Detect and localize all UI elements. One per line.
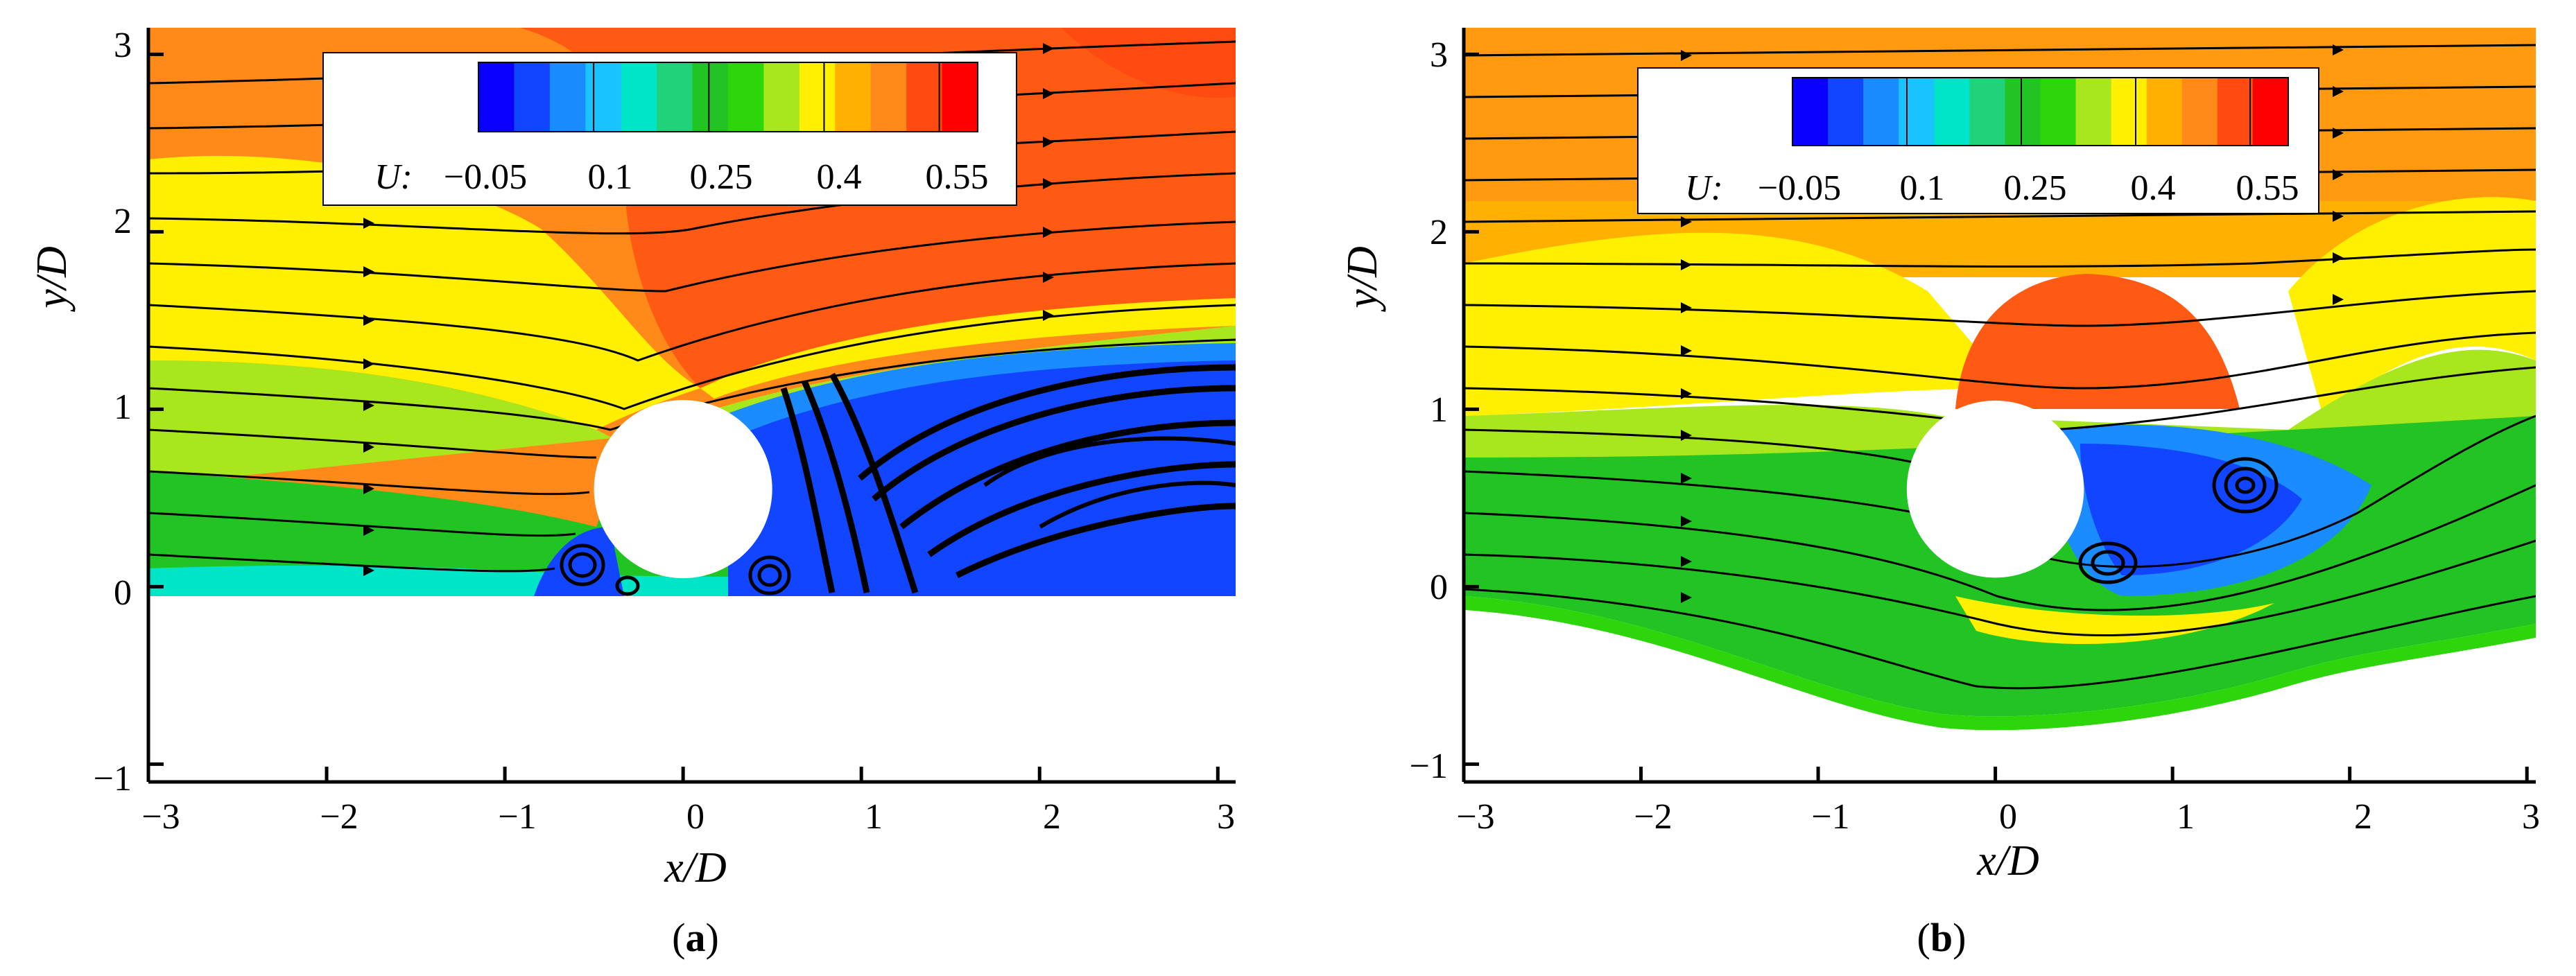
panel-b-colorbar-swatch: [2075, 78, 2112, 146]
panel-b-colorbar-swatch: [2217, 78, 2254, 146]
panel-b-xtick-label: −1: [1811, 797, 1849, 837]
panel-b-xlabel: x/D: [1976, 837, 2039, 885]
panel-a-ytick-label: −1: [94, 759, 132, 799]
panel-b-contour-red-bump: [1955, 274, 2240, 409]
panel-a-ytick-label: 0: [114, 573, 132, 613]
panel-b-colorbar-swatch: [1934, 78, 1970, 146]
panel-b-xtick-label: −3: [1456, 797, 1494, 837]
panel-a-colorbar-tick: −0.05: [444, 157, 527, 197]
panel-a-colorbar-swatch: [799, 62, 836, 132]
panel-b-xtick-label: 3: [2522, 797, 2540, 837]
panel-a-wake-streaks: [780, 364, 1236, 594]
panel-b-colorbar-tick: −0.05: [1758, 168, 1841, 208]
panel-a-contour-yellow-2: [700, 298, 1236, 399]
panel-a-colorbar-swatch: [906, 62, 943, 132]
panel-b-colorbar-swatch: [2146, 78, 2183, 146]
panel-a-colorbar-swatch: [549, 62, 586, 132]
panel-b-colorbar-swatch: [2181, 78, 2218, 146]
panel-a-xtick-label: 3: [1217, 797, 1235, 837]
panel-b-xtick-label: 1: [2177, 797, 2195, 837]
panel-a-colorbar-swatch: [621, 62, 657, 132]
panel-b-colorbar-frame: [1792, 77, 2289, 146]
panel-b-xtick-label: 2: [2354, 797, 2372, 837]
panel-b-cylinder: [1906, 400, 2084, 578]
panel-b-vortices: [2078, 457, 2279, 584]
panel-b-ytick-label: 0: [1430, 568, 1448, 607]
panel-a-ytick-label: 3: [114, 26, 132, 65]
panel-a-contour-yellow: [148, 155, 700, 430]
panel-a-xtick-label: −1: [498, 797, 536, 837]
panel-a-colorbar-swatch: [942, 62, 978, 132]
panel-b-ytick-label: 2: [1430, 213, 1448, 252]
panel-a-colorbar-swatch: [870, 62, 907, 132]
panel-a-colorbar-swatch: [728, 62, 764, 132]
panel-b-colorbar-swatch: [1792, 78, 1829, 146]
panel-b-colorbar-swatch: [2252, 78, 2289, 146]
panel-b-label: (b): [1917, 915, 1966, 960]
panel-b-colorbar-swatches: [1792, 78, 2289, 146]
panel-b-colorbar-swatch: [1969, 78, 2005, 146]
panel-b-colorbar-tick: 0.55: [2236, 168, 2299, 208]
panel-a-ytick-label: 1: [114, 387, 132, 427]
panel-a-colorbar-swatch: [478, 62, 515, 132]
panel-b-colorbar-swatch: [1899, 78, 1935, 146]
panel-a-contour-red: [1061, 28, 1236, 98]
panel-b-ticks: [1462, 52, 2529, 782]
panel-a-ticks: [146, 52, 1220, 782]
panel-b-below-surface: [1464, 610, 2536, 782]
panel-b-contour-wake-dark: [2080, 444, 2302, 575]
panel-a-xlabel: x/D: [664, 844, 727, 891]
panel-b-xtick-label: −2: [1634, 797, 1672, 837]
panel-a-colorbar-swatch: [514, 62, 551, 132]
panel-a: U: −0.05 0.1 0.25 0.4 0.55 −3 −2 −1 0 1 …: [28, 26, 1236, 960]
panel-a-colorbar: U: −0.05 0.1 0.25 0.4 0.55: [322, 52, 1017, 206]
panel-a-colorbar-swatch: [835, 62, 872, 132]
panel-b-colorbar-swatch: [1863, 78, 1899, 146]
panel-a-xtick-label: 2: [1043, 797, 1061, 837]
panel-a-axes: [146, 28, 1236, 784]
panel-b-ytick-label: −1: [1410, 747, 1448, 786]
panel-b: U: −0.05 0.1 0.25 0.4 0.55 −3 −2 −1 0 1 …: [1339, 28, 2540, 960]
panel-a-colorbar-swatch: [585, 62, 622, 132]
panel-a-colorbar-swatch: [763, 62, 800, 132]
panel-a-colorbar-frame: [478, 62, 978, 132]
panel-a-colorbar-swatches: [478, 62, 978, 132]
panel-a-ytick-label: 2: [114, 202, 132, 241]
panel-a-xtick-label: 1: [865, 797, 883, 837]
panel-b-colorbar-tick: 0.25: [2004, 168, 2067, 208]
panel-a-colorbar-swatch: [692, 62, 729, 132]
panel-a-xtick-label: −3: [141, 797, 180, 837]
panel-a-colorbar-swatch: [657, 62, 693, 132]
panel-b-ytick-label: 1: [1430, 390, 1448, 430]
panel-b-colorbar-swatch: [2005, 78, 2041, 146]
panel-b-colorbar-tick: 0.4: [2131, 168, 2176, 208]
panel-a-colorbar-tick: 0.55: [926, 157, 989, 197]
panel-b-colorbar-variable: U:: [1685, 168, 1723, 208]
panel-a-colorbar-variable: U:: [374, 157, 413, 197]
panel-a-colorbar-tick: 0.1: [588, 157, 633, 197]
panel-b-contour-shear: [1955, 596, 2274, 645]
panel-a-ylabel: y/D: [28, 246, 76, 313]
panel-a-colorbar-tick: 0.25: [690, 157, 753, 197]
panel-b-colorbar-swatch: [2040, 78, 2077, 146]
panel-b-colorbar: U: −0.05 0.1 0.25 0.4 0.55: [1637, 67, 2319, 214]
panel-b-colorbar-swatch: [1828, 78, 1864, 146]
panel-a-contour-front-blue: [534, 527, 624, 596]
panel-a-xtick-label: 0: [686, 797, 704, 837]
panel-b-ytick-label: 3: [1430, 35, 1448, 75]
panel-a-cylinder: [594, 400, 772, 579]
panel-b-colorbar-swatch: [2111, 78, 2147, 146]
panel-a-corner-vortices: [560, 543, 791, 596]
panel-b-xtick-label: 0: [1999, 797, 2017, 837]
panel-b-colorbar-tick: 0.1: [1900, 168, 1945, 208]
panel-b-ylabel: y/D: [1339, 246, 1386, 313]
panel-a-colorbar-tick: 0.4: [817, 157, 862, 197]
panel-a-label: (a): [672, 915, 719, 960]
panel-a-xtick-label: −2: [320, 797, 358, 837]
panel-a-contour-wake-lightblue: [721, 343, 1236, 437]
